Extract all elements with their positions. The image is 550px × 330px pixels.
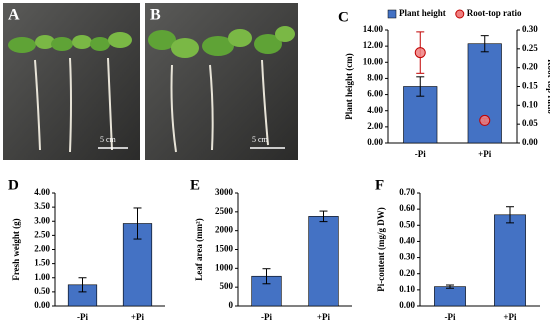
- y-tick-label: 12.00: [363, 40, 384, 50]
- photo-b: [145, 3, 298, 160]
- y-axis-label: Leaf area (mm²): [194, 218, 204, 281]
- y-axis-label: Plant height (cm): [344, 53, 354, 120]
- legend-label: Plant height: [399, 8, 446, 18]
- y-tick-label: 3.00: [34, 215, 50, 225]
- legend-marker: [455, 9, 465, 19]
- y2-axis-label: Root-top ratio: [546, 59, 550, 114]
- y-tick-label: 2000: [215, 225, 234, 235]
- x-tick-label: +Pi: [317, 312, 331, 322]
- panel-label: F: [375, 177, 384, 193]
- x-tick-label: -Pi: [77, 312, 88, 322]
- panel-label: E: [190, 177, 200, 193]
- y-axis-label: Pi-content (mg/g DW): [376, 207, 386, 291]
- y2-tick-label: 0.00: [522, 137, 538, 147]
- y-tick-label: 0.00: [34, 300, 50, 310]
- y2-tick-label: 0.15: [522, 81, 538, 91]
- y-tick-label: 2.00: [367, 121, 383, 131]
- y-tick-label: 14.00: [363, 24, 384, 34]
- x-tick-label: -Pi: [445, 312, 456, 322]
- y-axis-label: Fresh weight (g): [11, 218, 21, 280]
- panel-label: D: [8, 177, 19, 193]
- y-tick-label: 2.00: [34, 244, 50, 254]
- y-tick-label: 0.50: [34, 286, 50, 296]
- y-tick-label: 3.50: [34, 201, 50, 211]
- x-tick-label: -Pi: [415, 149, 426, 159]
- y-tick-label: 0.60: [399, 203, 415, 213]
- y-tick-label: 0.40: [399, 235, 415, 245]
- y2-tick-label: 0.25: [522, 43, 538, 53]
- y-tick-label: 8.00: [367, 72, 383, 82]
- y-tick-label: 0.00: [399, 300, 415, 310]
- x-tick-label: -Pi: [261, 312, 272, 322]
- y-tick-label: 4.00: [34, 187, 50, 197]
- photo-label: A: [8, 7, 20, 24]
- point: [479, 114, 491, 126]
- bar: [494, 214, 526, 307]
- y2-tick-label: 0.20: [522, 62, 538, 72]
- y-tick-label: 2500: [215, 206, 234, 216]
- x-tick-label: +Pi: [131, 312, 145, 322]
- y-tick-label: 1.00: [34, 272, 50, 282]
- bar: [434, 286, 466, 307]
- scale-bar-label: 5 cm: [100, 135, 117, 144]
- y-tick-label: 0.30: [399, 252, 415, 262]
- y2-tick-label: 0.30: [522, 24, 538, 34]
- y-tick-label: 0.10: [399, 284, 415, 294]
- legend-marker: [387, 9, 397, 19]
- x-tick-label: +Pi: [478, 149, 492, 159]
- legend-label: Root-top ratio: [467, 8, 522, 18]
- y2-tick-label: 0.05: [522, 118, 538, 128]
- y-tick-label: 0: [229, 300, 234, 310]
- y-tick-label: 1500: [215, 244, 234, 254]
- y-tick-label: 0.00: [367, 137, 383, 147]
- y-tick-label: 0.70: [399, 187, 415, 197]
- scale-bar-label: 5 cm: [252, 135, 269, 144]
- y-tick-label: 500: [220, 281, 234, 291]
- panel-label: C: [338, 9, 349, 25]
- y-tick-label: 1.50: [34, 258, 50, 268]
- bar: [308, 216, 339, 307]
- y-tick-label: 0.20: [399, 268, 415, 278]
- y-tick-label: 1000: [215, 262, 234, 272]
- y2-tick-label: 0.10: [522, 99, 538, 109]
- y-tick-label: 3000: [215, 187, 234, 197]
- y-tick-label: 10.00: [363, 56, 384, 66]
- y-tick-label: 6.00: [367, 89, 383, 99]
- photo-label: B: [150, 7, 161, 24]
- y-tick-label: 0.50: [399, 219, 415, 229]
- photo-a: [3, 3, 140, 160]
- y-tick-label: 2.50: [34, 229, 50, 239]
- point: [414, 47, 426, 59]
- y-tick-label: 4.00: [367, 105, 383, 115]
- x-tick-label: +Pi: [503, 312, 517, 322]
- bar: [467, 43, 502, 144]
